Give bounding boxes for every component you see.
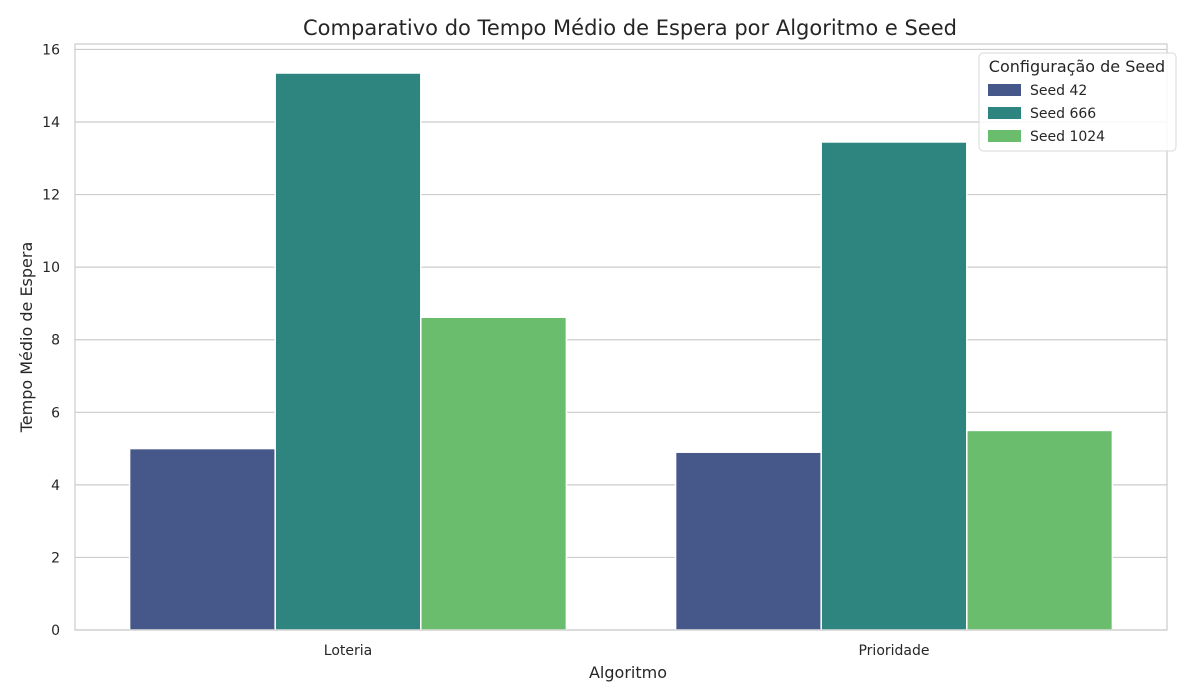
legend-items: Seed 42 Seed 666 Seed 1024 bbox=[988, 83, 1105, 145]
legend-title: Configuração de Seed bbox=[989, 57, 1165, 76]
bar bbox=[128, 447, 276, 631]
chart-title: Comparativo do Tempo Médio de Espera por… bbox=[303, 16, 957, 40]
legend-label: Seed 666 bbox=[1030, 106, 1096, 122]
y-tick-label: 10 bbox=[42, 260, 60, 276]
x-axis-label: Algoritmo bbox=[589, 663, 667, 682]
legend-label: Seed 42 bbox=[1030, 83, 1087, 99]
bar bbox=[966, 429, 1114, 631]
legend-box bbox=[978, 52, 1177, 152]
legend-swatch bbox=[988, 130, 1021, 142]
y-tick-label: 2 bbox=[51, 550, 60, 566]
legend-label: Seed 1024 bbox=[1030, 129, 1105, 145]
y-tick-label: 8 bbox=[51, 333, 60, 349]
x-tick-label: Loteria bbox=[324, 643, 372, 659]
legend-swatch bbox=[988, 107, 1021, 119]
x-tick-label: Prioridade bbox=[858, 643, 929, 659]
y-axis-label: Tempo Médio de Espera bbox=[17, 242, 36, 434]
bar bbox=[674, 451, 822, 631]
bars bbox=[128, 72, 1114, 631]
y-tick-label: 16 bbox=[42, 42, 60, 58]
y-tick-label: 14 bbox=[42, 115, 60, 131]
bar bbox=[274, 72, 422, 631]
y-ticks: 0 2 4 6 8 10 12 14 16 bbox=[42, 42, 60, 639]
bar bbox=[820, 141, 968, 631]
y-tick-label: 0 bbox=[51, 623, 60, 639]
y-tick-label: 4 bbox=[51, 478, 60, 494]
y-tick-label: 6 bbox=[51, 405, 60, 421]
plot-frame bbox=[74, 43, 1168, 631]
x-ticks: Loteria Prioridade bbox=[324, 643, 930, 659]
bar bbox=[420, 316, 568, 631]
legend-swatch bbox=[988, 84, 1021, 96]
y-tick-label: 12 bbox=[42, 188, 60, 204]
